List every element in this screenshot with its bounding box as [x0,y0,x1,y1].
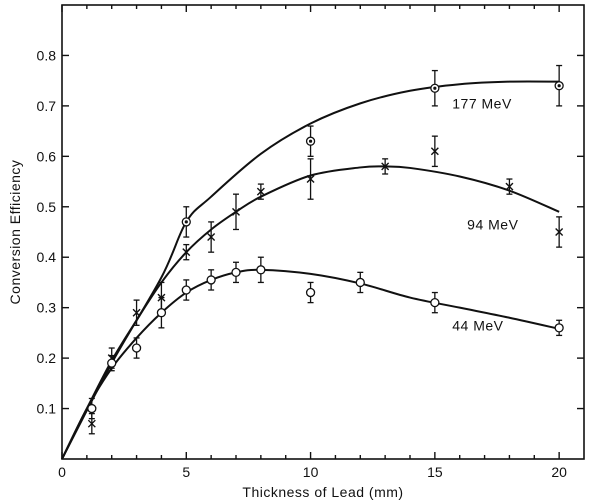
data-point-circle [181,285,191,295]
data-point-center-dot [557,84,561,88]
x-tick-label: 15 [427,464,443,480]
data-point-x [182,248,191,257]
data-point-center-dot [433,86,437,90]
y-tick-label: 0.6 [37,148,57,164]
data-point-x [87,419,96,428]
x-axis-title: Thickness of Lead (mm) [242,484,403,500]
series-label: 177 MeV [452,95,512,111]
y-tick-label: 0.3 [37,300,57,316]
y-axis-title: Conversion Efficiency [7,160,23,305]
y-tick-label: 0.2 [37,350,57,366]
data-point-circle [355,277,365,288]
y-tick-label: 0.1 [37,401,57,417]
data-point-x [430,147,439,156]
fit-curve [61,165,560,460]
data-point-center-dot [184,220,188,224]
y-axis-ticks: 0.1 0.2 0.3 0.4 0.5 0.6 0.7 0.8 [37,47,584,417]
data-point-circle [131,343,142,353]
data-point-x [256,187,265,196]
data-point-x [132,308,141,317]
series-label: 44 MeV [452,317,503,333]
data-point-x [232,207,240,216]
x-axis-ticks: 0 5 10 15 20 [58,5,567,480]
data-point-x [381,162,390,171]
x-tick-label: 5 [182,464,190,480]
plot-frame [61,4,585,460]
data-point-circle [430,297,440,308]
data-point-x [505,182,514,191]
data-points [87,64,564,435]
x-tick-label: 10 [303,464,319,480]
data-point-circle [156,308,167,318]
data-point-circle [554,323,564,333]
x-tick-label: 0 [58,464,66,480]
data-point-circle [206,275,216,285]
data-point-x [306,175,315,184]
data-point-x [207,233,216,242]
data-point-circle [87,403,97,414]
y-tick-label: 0.7 [37,98,57,114]
data-point-circle [305,287,316,298]
data-point-circle [107,358,117,368]
series-labels: 177 MeV 94 MeV 44 MeV [452,95,518,333]
y-tick-label: 0.5 [37,199,57,215]
data-point-circle [256,265,266,275]
data-point-circle [231,267,241,278]
data-point-x [555,228,564,236]
y-tick-label: 0.8 [37,47,57,63]
data-point-center-dot [308,139,313,143]
series-label: 94 MeV [467,216,518,232]
y-tick-label: 0.4 [37,249,57,265]
x-tick-label: 20 [551,464,567,480]
